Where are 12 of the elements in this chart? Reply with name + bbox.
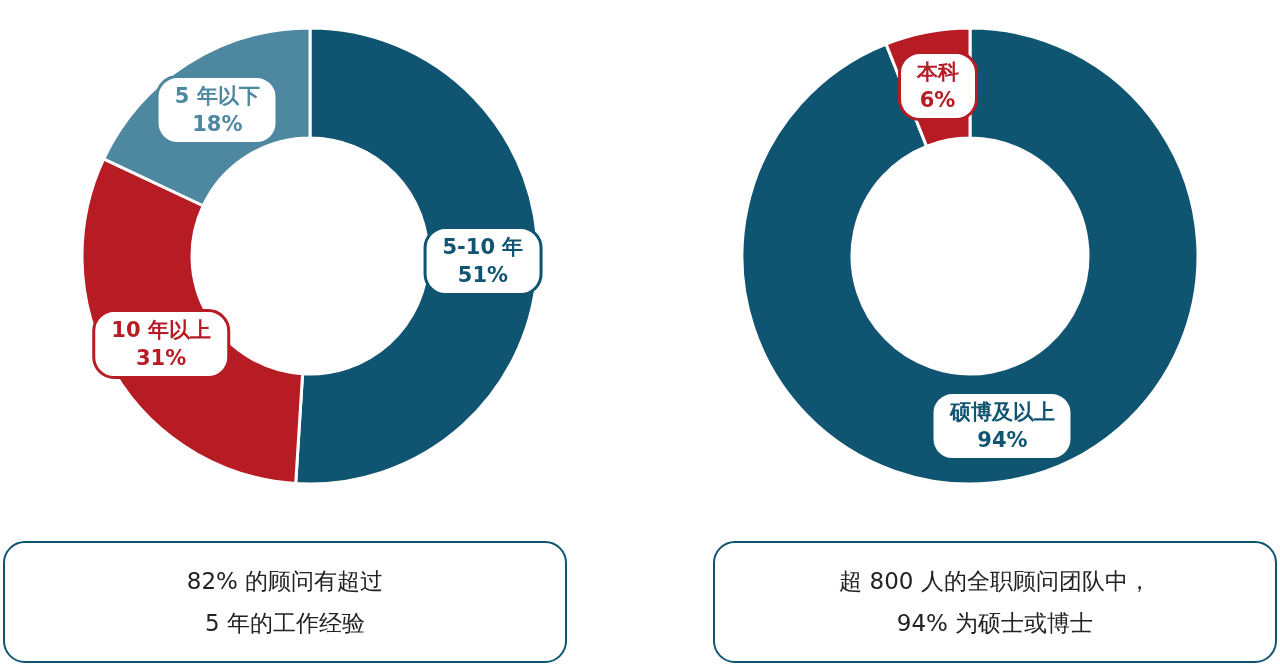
data-label: 51% — [456, 262, 510, 290]
data-label: 31% — [134, 345, 188, 373]
text: 超 800 人的全职顾问团队中， 94% 为硕士或博士 — [713, 541, 1277, 663]
slice-label: 5-10 年 — [442, 234, 524, 262]
data-label: 94% — [976, 426, 1029, 454]
data-label: 18% — [191, 110, 244, 138]
slice-label: 硕博及以上 — [949, 398, 1055, 426]
slice-label: 10 年以上 — [111, 317, 211, 345]
slice-label: 5 年以下 — [174, 82, 260, 110]
text: 82% 的顾问有超过 5 年的工作经验 — [3, 541, 567, 663]
slice-label: 本科 — [916, 59, 959, 87]
data-label: 6% — [918, 87, 957, 115]
